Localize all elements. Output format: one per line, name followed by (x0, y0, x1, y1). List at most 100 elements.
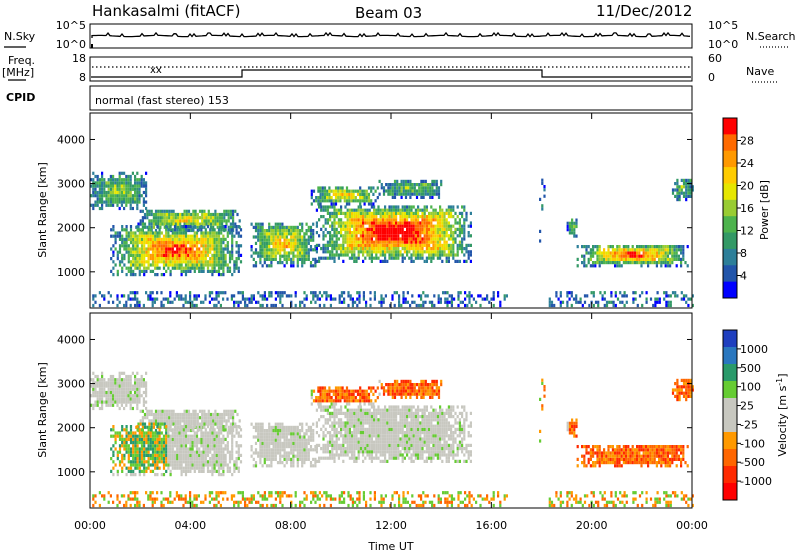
velocity-cell (198, 422, 202, 426)
power-cell (424, 294, 427, 298)
power-cell (403, 256, 406, 260)
power-cell (439, 237, 442, 241)
velocity-cell (160, 431, 163, 435)
power-cell (403, 211, 406, 215)
freq-left-tick-bottom: 8 (79, 71, 86, 84)
power-cell (417, 231, 420, 235)
power-cell (665, 291, 668, 295)
power-cell (381, 247, 384, 251)
power-cell (337, 237, 340, 241)
power-cell (379, 221, 382, 225)
power-cell (401, 259, 404, 263)
velocity-cell (151, 431, 155, 435)
power-cell (328, 192, 331, 196)
power-cell (337, 196, 340, 200)
power-cell (339, 186, 342, 190)
power-cell (318, 303, 321, 308)
power-cell (583, 261, 586, 265)
power-cell (101, 203, 104, 207)
power-cell (362, 250, 365, 254)
velocity-cell (180, 434, 183, 438)
power-cell (410, 240, 413, 244)
velocity-cell (167, 466, 170, 470)
power-cell (655, 261, 658, 265)
power-cell (131, 194, 134, 198)
velocity-cell (123, 390, 126, 395)
power-cell (136, 263, 139, 267)
power-cell (673, 245, 676, 249)
power-cell (209, 250, 212, 254)
velocity-cell (209, 416, 213, 420)
power-cell (196, 212, 199, 217)
power-cell (200, 225, 203, 229)
power-cell (325, 297, 328, 301)
power-cell (220, 244, 223, 248)
power-cell (279, 300, 282, 304)
power-cell (230, 294, 233, 298)
power-cell (417, 224, 420, 228)
power-cell (214, 219, 217, 223)
velocity-cell (231, 447, 234, 451)
velocity-cell (281, 454, 284, 458)
power-cell (377, 231, 380, 235)
power-cell (204, 244, 207, 248)
velocity-cell (178, 447, 181, 451)
power-cell (142, 178, 145, 182)
power-cell (614, 294, 617, 298)
power-cell (463, 224, 466, 228)
power-cell (213, 250, 216, 254)
power-cell (424, 189, 427, 193)
power-cell (272, 303, 275, 308)
power-cell (272, 232, 275, 236)
velocity-cell (125, 431, 128, 435)
power-cell (348, 208, 351, 212)
power-cell (614, 261, 617, 265)
power-cell (326, 247, 329, 251)
velocity-cell (193, 460, 196, 464)
power-cell (334, 202, 338, 206)
power-cell (331, 237, 334, 241)
velocity-cell (268, 451, 271, 455)
power-cell (352, 199, 355, 203)
power-cell (220, 273, 223, 277)
power-cell (333, 253, 336, 257)
power-cell (204, 231, 207, 235)
power-cell (160, 273, 163, 277)
power-cell (321, 189, 324, 193)
velocity-cell (176, 463, 179, 467)
power-cell (178, 263, 181, 267)
power-cell (393, 303, 396, 308)
power-cell (353, 259, 356, 263)
power-cell (265, 238, 269, 242)
velocity-cell (154, 473, 157, 477)
power-cell (395, 243, 398, 247)
power-cell (196, 228, 199, 233)
power-cell (583, 245, 586, 249)
power-cell (114, 197, 117, 201)
velocity-cell (165, 422, 169, 426)
velocity-cell (140, 437, 144, 441)
velocity-cell (127, 394, 130, 398)
power-cell (353, 240, 356, 244)
power-cell (195, 263, 199, 267)
nsearch-label: N.Search (746, 30, 796, 43)
power-cell (129, 174, 132, 179)
power-cell (351, 300, 354, 304)
power-cell (671, 291, 675, 295)
power-cell (317, 196, 320, 200)
velocity-cell (129, 441, 133, 445)
power-cell (664, 257, 667, 261)
power-cell (348, 218, 351, 222)
power-cell (326, 256, 329, 260)
power-cell (101, 187, 104, 191)
power-cell (627, 248, 630, 252)
power-cell (539, 229, 542, 233)
power-cell (196, 219, 199, 223)
power-cell (131, 291, 134, 295)
power-cell (689, 194, 692, 198)
velocity-cell (160, 473, 163, 477)
velocity-cell (270, 425, 273, 429)
power-cell (468, 300, 471, 304)
power-cell (414, 224, 417, 228)
power-cell (432, 243, 435, 247)
